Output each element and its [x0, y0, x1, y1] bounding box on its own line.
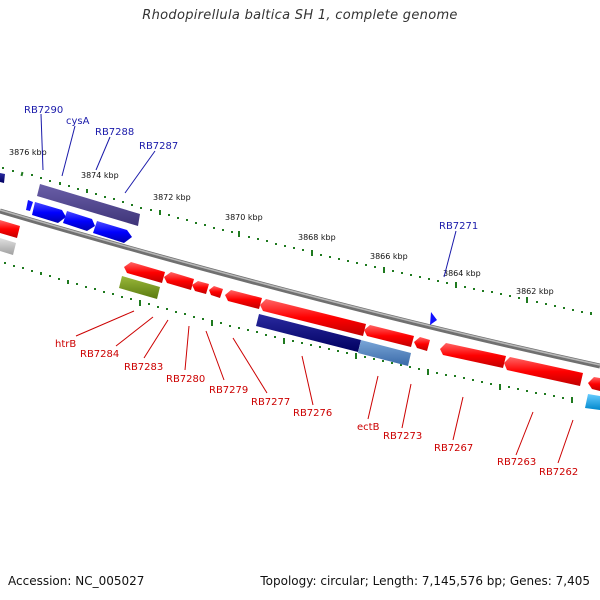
leader-line [557, 419, 574, 464]
forward-gene-label: cysA [66, 116, 90, 127]
reverse-strand-genes [0, 220, 600, 410]
leader-line [115, 316, 154, 347]
gene-rb7287[interactable] [93, 221, 132, 243]
gene-rb7273[interactable] [414, 337, 430, 351]
gene-rb7280[interactable] [192, 281, 209, 294]
gene-rb7283[interactable] [164, 272, 194, 290]
leader-line [61, 125, 76, 177]
forward-labels [40, 113, 457, 278]
gene-ectB[interactable] [364, 325, 414, 347]
reverse-gene-label: RB7262 [539, 467, 578, 478]
leader-line [232, 337, 268, 394]
leader-line [515, 411, 534, 456]
scale-label: 3876 kbp [9, 148, 47, 157]
accession-text: Accession: NC_005027 [8, 574, 145, 588]
gene-rb7271[interactable] [430, 312, 437, 325]
gene-rb7284[interactable] [124, 262, 165, 283]
genome-title: Rhodopirellula baltica SH 1, complete ge… [142, 8, 458, 23]
leader-line [205, 330, 225, 381]
reverse-gene-label: RB7267 [434, 443, 473, 454]
forward-gene-label: RB7287 [139, 141, 178, 152]
scale-label: 3864 kbp [443, 269, 481, 278]
gene-rb7267[interactable] [440, 343, 506, 368]
gene-rb7279[interactable] [209, 286, 223, 298]
leader-line [184, 325, 190, 371]
gene-rb7290[interactable] [26, 200, 33, 211]
gene-htrB[interactable] [119, 276, 160, 299]
reverse-gene-label: RB7263 [497, 457, 536, 468]
gene-rb7277[interactable] [225, 290, 262, 309]
gene-left-red-partial[interactable] [0, 220, 20, 238]
scale-label: 3874 kbp [81, 171, 119, 180]
gene-rb7276[interactable] [260, 299, 366, 336]
gene-steel[interactable] [358, 340, 411, 366]
genome-backbone [0, 208, 600, 369]
gene-navy-long[interactable] [256, 314, 361, 352]
gene-cysA[interactable] [32, 202, 66, 223]
reverse-gene-label: ectB [357, 422, 380, 433]
gene-cyan-partial[interactable] [585, 394, 600, 410]
scale-label: 3870 kbp [225, 213, 263, 222]
reverse-gene-label: RB7280 [166, 374, 205, 385]
leader-line [401, 383, 412, 429]
gene-rb7291-partial[interactable] [0, 173, 5, 183]
scale-label: 3866 kbp [370, 252, 408, 261]
leader-line [367, 375, 379, 420]
leader-line [75, 310, 135, 337]
reverse-gene-label: htrB [55, 339, 76, 350]
gene-rb7288[interactable] [63, 211, 95, 231]
gene-rb7288-purple[interactable] [37, 184, 140, 226]
leader-line [40, 113, 44, 171]
gene-rb7263[interactable] [504, 357, 583, 386]
reverse-labels-leaders [75, 310, 574, 464]
reverse-gene-label: RB7277 [251, 397, 290, 408]
forward-gene-label: RB7271 [439, 221, 478, 232]
gene-rb7262-partial[interactable] [588, 377, 600, 391]
leader-line [452, 396, 464, 441]
leader-line [443, 230, 457, 278]
gene-left-gray-partial[interactable] [0, 238, 16, 255]
scale-label: 3872 kbp [153, 193, 191, 202]
scale-labels: 3876 kbp 3874 kbp 3872 kbp 3870 kbp 3868… [9, 148, 554, 296]
reverse-gene-label: RB7276 [293, 408, 332, 419]
reverse-gene-label: RB7283 [124, 362, 163, 373]
inner-scale-ticks [4, 262, 573, 403]
forward-gene-label: RB7288 [95, 127, 134, 138]
scale-label: 3862 kbp [516, 287, 554, 296]
leader-line [95, 136, 111, 171]
leader-line [124, 150, 156, 194]
outer-scale-ticks [2, 167, 592, 315]
reverse-gene-label: RB7273 [383, 431, 422, 442]
genome-summary-text: Topology: circular; Length: 7,145,576 bp… [260, 574, 590, 588]
genome-backbone-highlight [0, 209, 600, 366]
reverse-gene-label: RB7279 [209, 385, 248, 396]
leader-line [301, 355, 314, 406]
forward-gene-label: RB7290 [24, 105, 63, 116]
scale-label: 3868 kbp [298, 233, 336, 242]
leader-line [143, 319, 169, 359]
reverse-gene-label: RB7284 [80, 349, 119, 360]
forward-strand-genes [0, 173, 437, 325]
